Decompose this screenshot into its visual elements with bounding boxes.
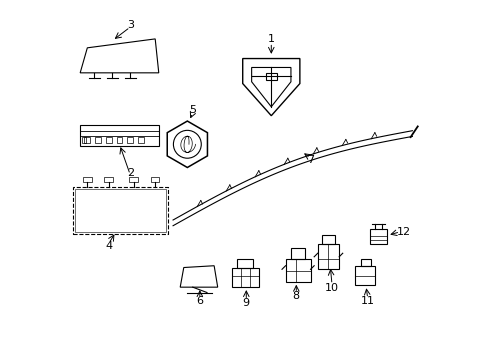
Bar bbox=[81, 137, 86, 143]
Text: 5: 5 bbox=[189, 105, 196, 115]
Bar bbox=[106, 137, 111, 143]
Bar bbox=[354, 266, 374, 285]
Text: 10: 10 bbox=[325, 283, 338, 293]
Bar bbox=[285, 258, 310, 282]
Text: 4: 4 bbox=[105, 241, 112, 251]
Text: 3: 3 bbox=[126, 19, 133, 30]
Bar bbox=[317, 244, 339, 269]
Bar bbox=[127, 137, 133, 143]
Bar bbox=[151, 177, 159, 182]
Bar bbox=[138, 137, 143, 143]
Bar bbox=[116, 137, 122, 143]
Bar bbox=[83, 177, 91, 182]
Text: 6: 6 bbox=[196, 296, 203, 306]
Bar bbox=[84, 137, 90, 143]
Bar bbox=[322, 235, 334, 244]
Text: 12: 12 bbox=[396, 227, 410, 237]
Text: 9: 9 bbox=[242, 298, 249, 308]
Text: 2: 2 bbox=[126, 168, 134, 178]
Bar bbox=[73, 187, 167, 234]
Text: 1: 1 bbox=[267, 34, 274, 44]
Bar bbox=[360, 258, 370, 266]
Bar bbox=[231, 267, 258, 287]
Bar bbox=[369, 229, 386, 244]
Text: 8: 8 bbox=[292, 291, 299, 301]
Bar bbox=[95, 137, 101, 143]
Bar bbox=[237, 258, 253, 267]
Bar bbox=[75, 189, 165, 232]
Bar bbox=[129, 177, 138, 182]
Bar bbox=[104, 177, 113, 182]
Text: 11: 11 bbox=[360, 296, 374, 306]
Bar bbox=[290, 248, 305, 258]
Bar bbox=[80, 125, 159, 146]
Text: 7: 7 bbox=[306, 156, 313, 165]
